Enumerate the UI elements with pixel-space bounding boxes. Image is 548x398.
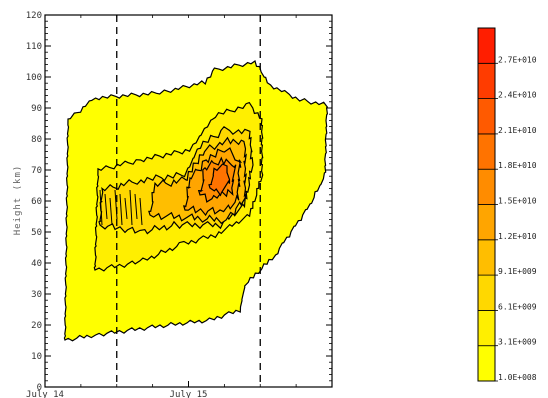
colorbar-label: 1.0E+008 [498,373,537,382]
colorbar-swatch [477,168,496,205]
colorbar-label: 1.5E+010 [498,197,537,206]
contour-spike [134,193,138,220]
y-tick-label: 70 [31,166,42,176]
y-axis-title: Height (km) [13,165,23,236]
y-tick-label: 120 [26,11,42,21]
colorbar-swatch [477,98,496,135]
colorbar-swatch [477,274,496,311]
y-tick-label: 80 [31,135,42,145]
x-tick-label: July 14 [26,390,64,398]
y-tick-label: 40 [31,259,42,269]
contour-spike [114,189,118,220]
y-tick-label: 100 [26,73,42,83]
colorbar-frame [477,27,496,382]
contour-spike [129,189,133,226]
y-axis: 0 10 20 30 40 50 60 70 80 90 100 110 120 [26,11,332,393]
colorbar-label: 1.2E+010 [498,232,537,241]
dashed-lines [116,15,261,387]
colorbar-swatch [477,345,496,382]
contour-fills [63,60,329,342]
x-axis: July 14 July 15 [26,15,297,398]
colorbar-swatch [477,204,496,241]
colorbar-label: 1.8E+010 [498,161,537,170]
colorbar-label: 2.7E+010 [498,55,537,64]
y-tick-label: 90 [31,104,42,114]
contour-spike [139,197,143,226]
contour-spike [104,193,108,220]
colorbar-label: 9.1E+009 [498,267,537,276]
colorbar-swatch [477,133,496,170]
colorbar-label: 6.1E+009 [498,302,537,311]
y-tick-label: 60 [31,197,42,207]
colorbar-label: 3.1E+009 [498,338,537,347]
contour-spike [119,193,123,226]
contour-region [208,163,231,197]
colorbar-label: 2.1E+010 [498,126,537,135]
y-tick-label: 10 [31,352,42,362]
colorbar-label: 2.4E+010 [498,91,537,100]
y-tick-label: 0 [37,383,42,393]
y-tick-label: 20 [31,321,42,331]
contour-spike [124,197,128,220]
colorbar-swatch [477,62,496,99]
y-tick-label: 30 [31,290,42,300]
colorbar-swatch [477,27,496,64]
colorbar-swatch [477,309,496,347]
contour-spike [109,197,113,226]
x-tick-label: July 15 [170,390,208,398]
y-tick-label: 50 [31,228,42,238]
colorbar: 1.0E+008 3.1E+009 6.1E+009 9.1E+009 1.2E+010… [477,27,537,382]
y-tick-label: 110 [26,42,42,52]
colorbar-swatch [477,239,496,276]
contour-spike [99,189,103,226]
